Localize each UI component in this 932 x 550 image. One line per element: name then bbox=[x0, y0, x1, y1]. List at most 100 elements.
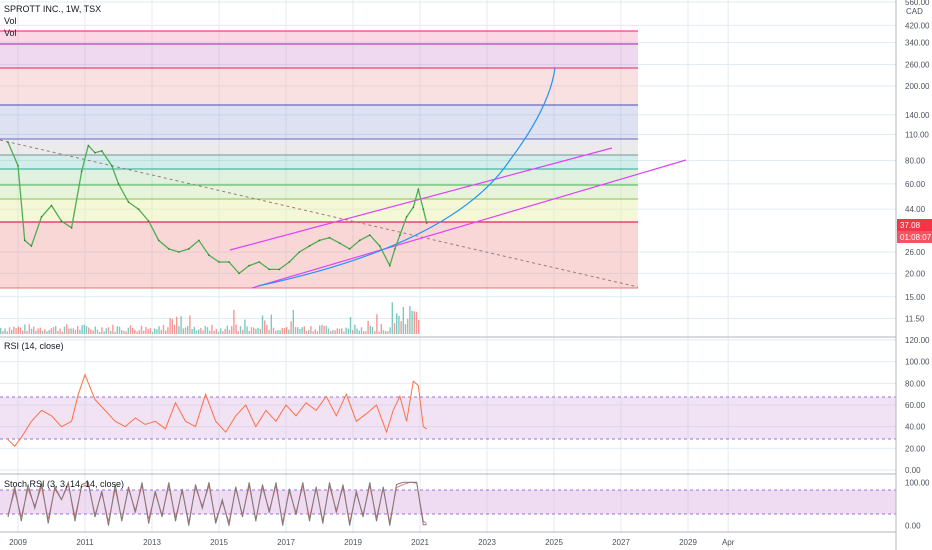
trendline-dashed[interactable] bbox=[0, 139, 639, 288]
volume-bar bbox=[132, 328, 134, 334]
volume-bar bbox=[398, 315, 400, 334]
volume-bar bbox=[28, 324, 30, 334]
volume-bar bbox=[292, 309, 294, 334]
volume-bar bbox=[387, 331, 389, 334]
volume-bar bbox=[176, 316, 178, 334]
volume-bar bbox=[44, 329, 46, 334]
volume-bar bbox=[101, 327, 103, 334]
volume-bar bbox=[72, 328, 74, 334]
volume-bar bbox=[413, 311, 415, 334]
volume-bar bbox=[213, 330, 215, 334]
last-price-badge: 37.08 01:08:07 bbox=[897, 219, 932, 243]
volume-bar bbox=[418, 319, 420, 334]
volume-bar bbox=[61, 331, 63, 334]
volume-bar bbox=[310, 326, 312, 334]
time-tick-label: 2023 bbox=[478, 538, 496, 547]
vol-label[interactable]: Vol bbox=[4, 28, 17, 38]
price-point bbox=[208, 254, 210, 257]
time-axis[interactable]: 2009 2011 2013 2015 2017 2019 2021 2023 2025 2027… bbox=[9, 538, 735, 547]
volume-bar bbox=[314, 329, 316, 334]
rsi-title[interactable]: RSI (14, close) bbox=[4, 341, 64, 351]
price-point bbox=[167, 248, 170, 250]
volume-bar bbox=[2, 331, 4, 334]
volume-bar bbox=[149, 328, 151, 334]
time-tick-label: 2013 bbox=[143, 538, 161, 547]
trendline-channel-lower[interactable] bbox=[251, 159, 687, 289]
time-tick-label: 2025 bbox=[545, 538, 563, 547]
volume-bar bbox=[275, 330, 277, 334]
price-point bbox=[178, 251, 180, 253]
price-axis[interactable] bbox=[896, 0, 932, 550]
volume-bar bbox=[343, 331, 345, 334]
volume-bar bbox=[147, 328, 149, 334]
price-point bbox=[30, 245, 33, 247]
volume-bar bbox=[286, 327, 288, 334]
volume-bar bbox=[107, 327, 110, 334]
volume-bar bbox=[327, 328, 330, 334]
parabolic-curve[interactable] bbox=[257, 67, 556, 287]
volume-bar bbox=[268, 330, 270, 334]
price-point bbox=[412, 206, 415, 209]
volume-bar bbox=[50, 328, 52, 334]
volume-bars bbox=[0, 302, 420, 334]
price-tick-label: 260.00 bbox=[905, 60, 930, 69]
volume-bar bbox=[303, 326, 305, 334]
volume-bar bbox=[323, 326, 325, 334]
price-point bbox=[417, 188, 420, 191]
volume-bar bbox=[123, 330, 125, 334]
volume-bar bbox=[151, 331, 154, 334]
price-tick-label: 140.00 bbox=[905, 111, 930, 120]
price-tick-label: 200.00 bbox=[905, 82, 930, 91]
fib-zones bbox=[0, 30, 638, 289]
volume-bar bbox=[169, 318, 171, 334]
rsi-axis-ticks: 120.00 100.00 80.00 60.00 40.00 20.00 0.00 bbox=[905, 336, 930, 475]
volume-bar bbox=[224, 328, 226, 334]
volume-bar bbox=[156, 329, 158, 334]
price-point bbox=[218, 261, 220, 263]
vol-label[interactable]: Vol bbox=[4, 16, 17, 26]
volume-bar bbox=[341, 328, 343, 334]
volume-bar bbox=[290, 321, 292, 334]
volume-bar bbox=[105, 328, 107, 334]
price-point bbox=[298, 251, 301, 253]
volume-bar bbox=[374, 331, 376, 334]
volume-bar bbox=[358, 330, 360, 334]
stoch-tick-label: 0.00 bbox=[905, 522, 921, 531]
volume-bar bbox=[253, 327, 255, 334]
volume-bar bbox=[19, 327, 22, 334]
stoch-rsi-title[interactable]: Stoch RSI (3, 3, 14, 14, close) bbox=[4, 479, 124, 489]
volume-bar bbox=[349, 316, 352, 334]
price-point bbox=[87, 144, 90, 147]
symbol-title[interactable]: SPROTT INC., 1W, TSX bbox=[4, 4, 101, 14]
stoch-axis-ticks: 100.00 0.00 bbox=[905, 478, 930, 530]
volume-bar bbox=[48, 330, 50, 334]
fib-zone-6 bbox=[0, 155, 638, 169]
volume-bar bbox=[165, 330, 167, 334]
rsi-tick-label: 60.00 bbox=[905, 401, 926, 410]
volume-bar bbox=[173, 324, 176, 334]
volume-bar bbox=[96, 329, 99, 334]
volume-bar bbox=[74, 329, 77, 334]
volume-bar bbox=[8, 327, 11, 334]
volume-bar bbox=[99, 331, 101, 334]
volume-bar bbox=[336, 328, 338, 334]
price-series bbox=[7, 141, 428, 275]
volume-bar bbox=[11, 329, 13, 334]
volume-bar bbox=[231, 326, 233, 334]
volume-bar bbox=[250, 327, 253, 334]
volume-bar bbox=[226, 325, 228, 334]
countdown: 01:08:07 bbox=[900, 233, 932, 242]
volume-bar bbox=[294, 327, 297, 334]
stoch-k-line bbox=[7, 480, 427, 526]
price-point bbox=[198, 239, 200, 242]
volume-bar bbox=[182, 328, 184, 334]
time-tick-label: 2011 bbox=[76, 538, 94, 547]
volume-bar bbox=[195, 330, 198, 334]
volume-bar bbox=[393, 323, 396, 334]
price-point bbox=[328, 236, 331, 239]
price-point bbox=[248, 264, 250, 267]
volume-bar bbox=[116, 326, 118, 334]
volume-bar bbox=[402, 306, 404, 334]
price-point bbox=[278, 268, 281, 271]
